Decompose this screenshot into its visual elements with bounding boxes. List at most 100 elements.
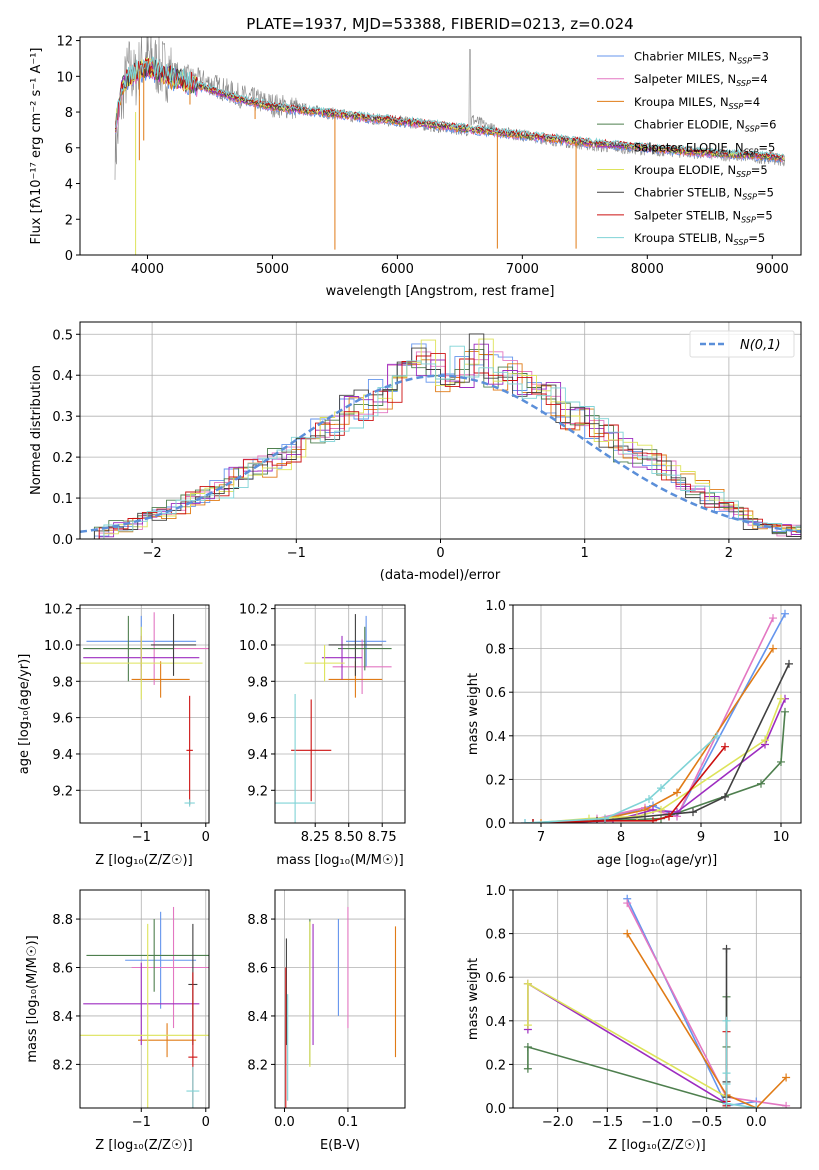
age-z-xlabel: Z [log₁₀(Z/Z☉)] xyxy=(95,853,192,868)
y-tick-label: 9.4 xyxy=(52,748,73,763)
y-tick-label: 0.1 xyxy=(52,492,73,507)
y-tick-label: 2 xyxy=(65,213,73,228)
mass-weight-marker xyxy=(623,929,632,938)
plot-frame xyxy=(79,604,210,824)
y-tick-label: 0.2 xyxy=(52,451,73,466)
y-tick-label: 0.2 xyxy=(485,773,506,788)
legend-label-value: =6 xyxy=(760,118,777,132)
y-tick-label: 9.8 xyxy=(247,675,268,690)
y-tick-label: 8.4 xyxy=(247,1010,268,1025)
mass-weight-marker xyxy=(782,1073,791,1082)
mass-weight-marker xyxy=(781,707,789,716)
x-tick-label: 0.0 xyxy=(274,1115,295,1130)
residual-ylabel: Normed distribution xyxy=(29,365,44,495)
mass-weight-marker xyxy=(781,609,789,618)
mass-weight-marker xyxy=(722,944,731,953)
errorbar-group xyxy=(275,614,392,823)
mass-weight-marker xyxy=(641,812,649,821)
legend-label-value: =5 xyxy=(748,231,765,245)
y-tick-label: 0.4 xyxy=(485,1015,506,1030)
mass-weight-marker xyxy=(721,792,729,801)
x-tick-label: 1 xyxy=(581,546,589,561)
mw-z-xlabel: Z [log₁₀(Z/Z☉)] xyxy=(608,1138,705,1153)
mw-age-ylabel: mass weight xyxy=(466,673,481,755)
y-tick-label: 8.2 xyxy=(52,1058,73,1073)
mass-weight-line xyxy=(524,613,786,823)
age-vs-metallicity-panel: −1 0 9.2 9.4 9.6 9.8 10.0 10.2 xyxy=(44,603,210,845)
mass-weight-marker xyxy=(722,1016,731,1025)
spectrum-ticks: 4000 5000 6000 7000 8000 9000 0 2 4 6 8 10 12 xyxy=(56,35,788,277)
mass-weight-marker xyxy=(523,1042,532,1051)
gaussian-legend-label: N(0,1) xyxy=(740,338,781,353)
y-tick-label: 0.3 xyxy=(52,410,73,425)
x-tick-label: −1.0 xyxy=(641,1115,673,1130)
legend-label-sub: SSP xyxy=(742,193,757,202)
mass-weight-marker xyxy=(523,1064,532,1073)
legend-label: Salpeter MILES, NSSP=4 xyxy=(634,72,768,88)
y-tick-label: 0.5 xyxy=(52,328,73,343)
legend-label-main: Kroupa MILES, N xyxy=(634,95,729,109)
mass-weight-marker xyxy=(537,819,545,823)
mass-z-ylabel: mass [log₁₀(M/M☉)] xyxy=(25,935,40,1062)
legend-label: Salpeter ELODIE, NSSP=5 xyxy=(634,140,775,156)
y-tick-label: 1.0 xyxy=(485,599,506,614)
x-tick-label: −1 xyxy=(287,546,306,561)
plot-frame xyxy=(512,604,802,824)
mass-weight-marker xyxy=(657,784,665,793)
mass-weight-line xyxy=(532,663,790,823)
mass-weight-marker xyxy=(523,979,532,988)
legend-label: Chabrier ELODIE, NSSP=6 xyxy=(634,118,776,134)
residual-xlabel: (data-model)/error xyxy=(380,568,501,583)
age-mass-xlabel: mass [log₁₀(M/M☉)] xyxy=(276,853,403,868)
spectrum-xlabel: wavelength [Angstrom, rest frame] xyxy=(326,284,555,299)
mass-weight-marker xyxy=(722,1099,731,1108)
series-group xyxy=(521,609,793,823)
legend-label-value: =5 xyxy=(751,163,768,177)
legend-label-value: =4 xyxy=(743,95,760,109)
mass-weight-marker xyxy=(722,1080,731,1089)
y-tick-label: 10.2 xyxy=(44,603,73,618)
residual-ticks: −2 −1 0 1 2 0.0 0.1 0.2 0.3 0.4 0.5 xyxy=(52,328,733,561)
age-z-ylabel: age [log₁₀(age/yr)] xyxy=(17,654,32,775)
y-tick-label: 0.4 xyxy=(485,730,506,745)
mass-weight-marker xyxy=(673,808,681,817)
y-tick-label: 0.0 xyxy=(485,817,506,832)
spectrum-title: PLATE=1937, MJD=53388, FIBERID=0213, z=0… xyxy=(246,15,633,33)
mw-z-ylabel: mass weight xyxy=(466,958,481,1040)
legend-label: Kroupa ELODIE, NSSP=5 xyxy=(634,163,768,179)
spectrum-plot-area xyxy=(79,36,802,256)
series-group xyxy=(523,894,791,1108)
legend-label-main: Salpeter ELODIE, N xyxy=(634,140,744,154)
legend-label: Kroupa MILES, NSSP=4 xyxy=(634,95,760,111)
y-tick-label: 0.0 xyxy=(52,533,73,548)
y-tick-label: 9.6 xyxy=(52,712,73,727)
mass-weight-marker xyxy=(722,1069,731,1078)
mass-weight-marker xyxy=(673,788,681,797)
errorbar-group xyxy=(285,906,397,1108)
x-tick-label: 7 xyxy=(537,830,545,845)
y-tick-label: 8.4 xyxy=(52,1010,73,1025)
x-tick-label: 4000 xyxy=(131,262,164,277)
legend-label-main: Chabrier ELODIE, N xyxy=(634,118,745,132)
x-tick-label: −0.5 xyxy=(691,1115,723,1130)
legend-label: Salpeter STELIB, NSSP=5 xyxy=(634,208,773,224)
mass-weight-vs-metallicity-panel: −2.0 −1.5 −1.0 −0.5 0.0 0.0 0.2 0.4 0.6 0.8 1.0 xyxy=(485,884,802,1130)
residual-histogram-step xyxy=(80,333,801,539)
x-tick-label: −2 xyxy=(143,546,162,561)
y-tick-label: 9.2 xyxy=(52,784,73,799)
legend-label-value: =5 xyxy=(756,208,773,222)
x-tick-label: 0.0 xyxy=(746,1115,767,1130)
legend-label-main: Salpeter STELIB, N xyxy=(634,208,741,222)
mass-weight-marker xyxy=(769,644,777,653)
y-tick-label: 9.2 xyxy=(247,784,268,799)
gaussian-curve xyxy=(80,374,801,534)
mass-vs-ebv-panel: 0.0 0.1 8.2 8.4 8.6 8.8 xyxy=(247,889,406,1130)
mass-weight-marker xyxy=(785,659,793,668)
legend-label-main: Chabrier STELIB, N xyxy=(634,186,742,200)
legend-label-value: =4 xyxy=(751,72,768,86)
x-tick-label: 10 xyxy=(773,830,790,845)
legend-label-value: =5 xyxy=(758,140,775,154)
x-tick-label: 8.25 xyxy=(301,830,330,845)
